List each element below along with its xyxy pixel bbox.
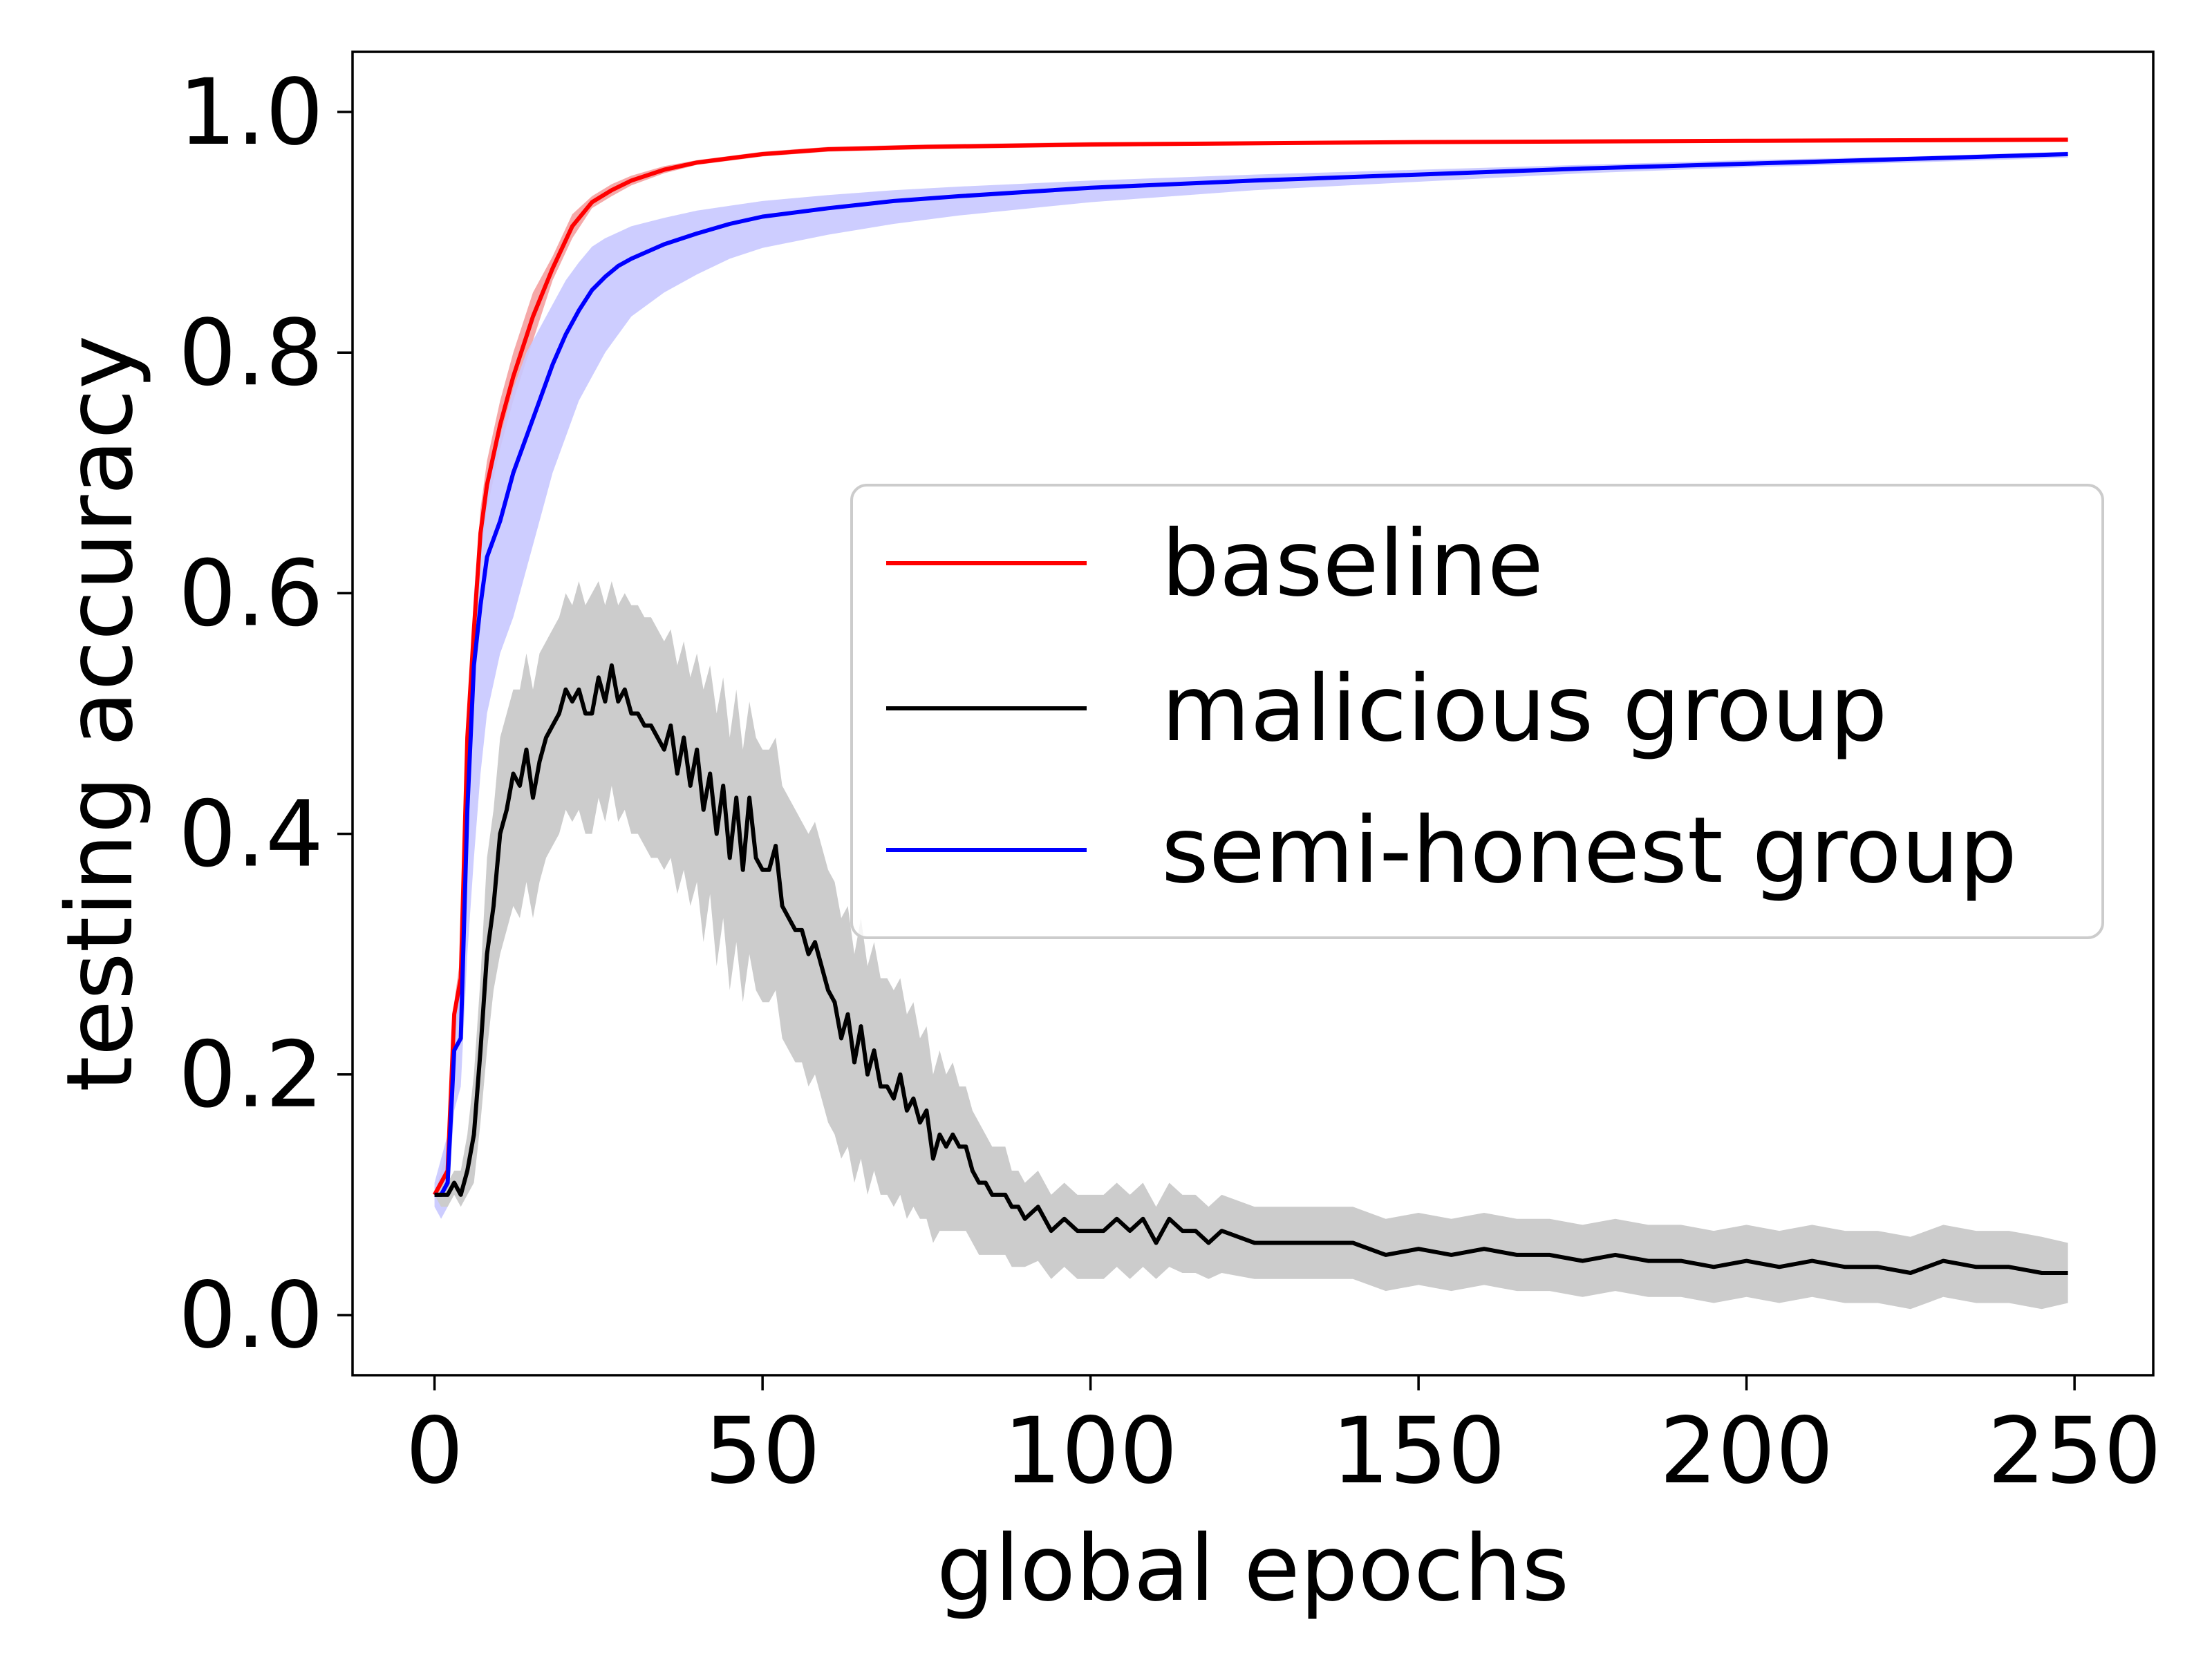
plot-frame xyxy=(351,50,2155,1377)
semi-honest-group-legend-label: semi-honest group xyxy=(1161,797,2017,904)
y-axis-label: testing accuracy xyxy=(47,335,153,1092)
malicious-group-band xyxy=(434,581,2068,1310)
x-axis-label: global epochs xyxy=(937,1515,1569,1622)
malicious-group-legend-label: malicious group xyxy=(1161,656,1888,762)
semi-honest-group-line xyxy=(434,152,2068,1197)
semi-honest-group-band xyxy=(434,151,2068,1219)
x-tick-label: 50 xyxy=(704,1398,821,1504)
series-lines xyxy=(432,138,2068,1275)
malicious-group-line xyxy=(434,663,2068,1275)
confidence-bands xyxy=(434,138,2068,1310)
y-axis-ticks: 0.0 0.2 0.4 0.6 0.8 1.0 xyxy=(178,59,353,1369)
y-tick-label: 1.0 xyxy=(178,59,324,166)
y-tick-label: 0.0 xyxy=(178,1263,324,1369)
x-tick-label: 200 xyxy=(1660,1398,1834,1504)
legend-box xyxy=(850,484,2104,939)
x-tick-label: 150 xyxy=(1331,1398,1506,1504)
y-tick-label: 0.2 xyxy=(178,1022,324,1129)
legend: baseline malicious group semi-honest group xyxy=(850,484,2104,939)
x-tick-label: 250 xyxy=(1987,1398,2162,1504)
x-tick-label: 0 xyxy=(406,1398,464,1504)
y-tick-label: 0.6 xyxy=(178,540,324,647)
y-tick-label: 0.4 xyxy=(178,782,324,888)
x-axis-ticks: 0 50 100 150 200 250 xyxy=(406,1375,2162,1504)
y-tick-label: 0.8 xyxy=(178,300,324,406)
x-tick-label: 100 xyxy=(1004,1398,1178,1504)
baseline-legend-label: baseline xyxy=(1161,511,1544,617)
